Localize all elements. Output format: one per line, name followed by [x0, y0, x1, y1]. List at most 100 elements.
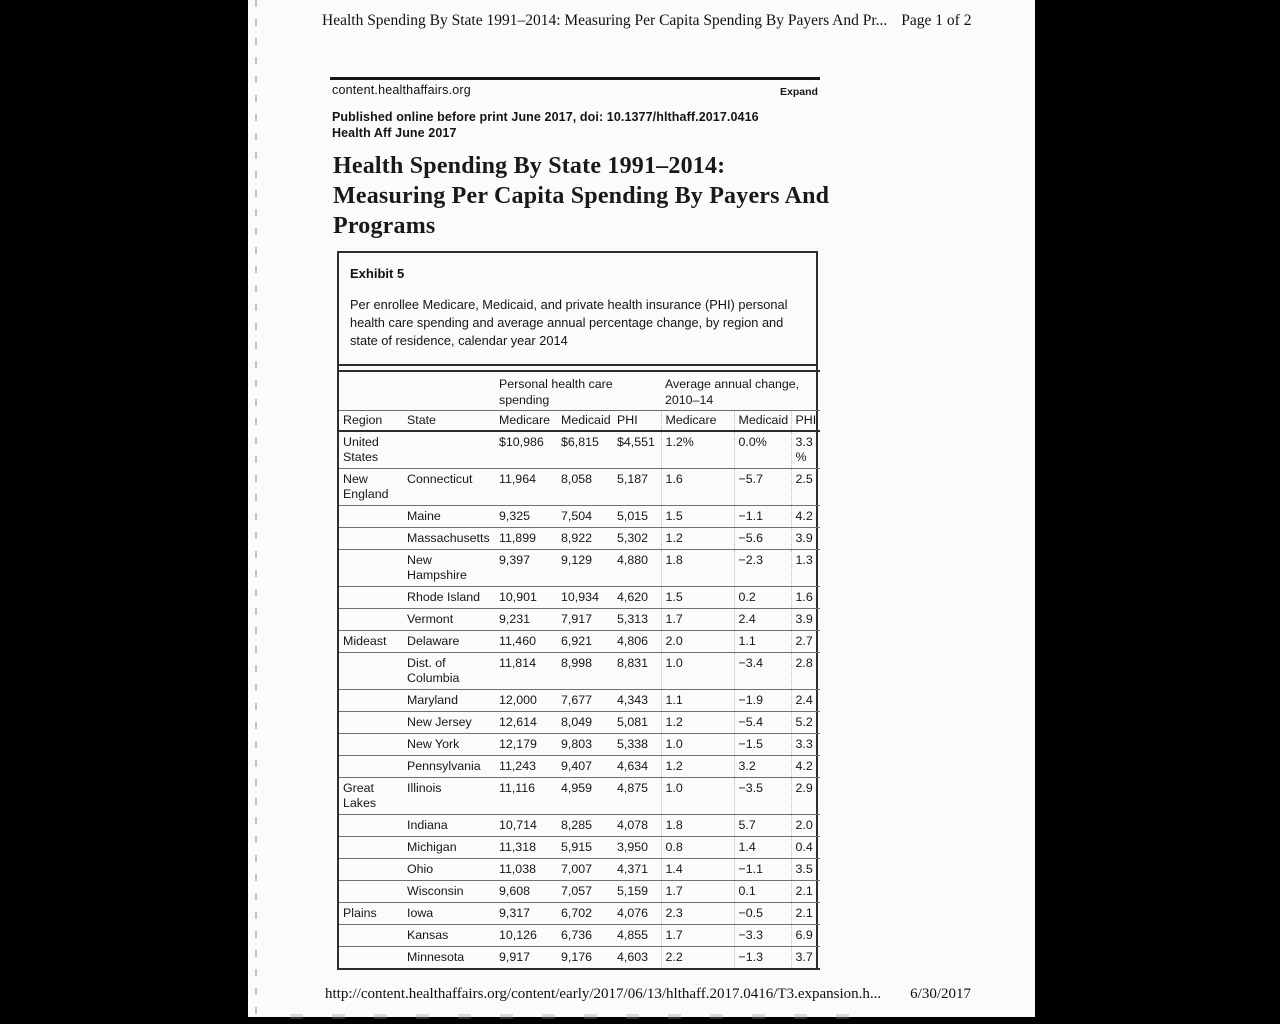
table-row: Great Lakes Illinois 11,116 4,959 4,875 1.0 −3…	[339, 777, 821, 815]
phi-change-cell: 3.9	[790, 527, 821, 550]
phi-change-cell: 2.0	[790, 814, 821, 837]
region-cell	[339, 586, 403, 609]
medicare-spending-cell: 11,899	[495, 527, 557, 550]
phi-spending-cell: $4,551	[613, 431, 661, 469]
exhibit-container: Exhibit 5 Per enrollee Medicare, Medicai…	[337, 251, 821, 970]
phi-change-cell: 2.7	[790, 630, 821, 653]
medicaid-change-cell: −5.7	[733, 468, 791, 506]
phi-change-cell: 1.6	[790, 586, 821, 609]
region-cell: New England	[339, 468, 403, 506]
table-row: New England Connecticut 11,964 8,058 5,187 1.…	[339, 468, 821, 506]
medicaid-change-cell: 2.4	[733, 608, 791, 631]
medicare-change-cell: 1.5	[660, 505, 734, 528]
table-row: Maine 9,325 7,504 5,015 1.5 −1.1 4.2	[339, 505, 821, 528]
medicare-change-cell: 1.8	[660, 814, 734, 837]
medicare-change-cell: 1.7	[660, 608, 734, 631]
medicaid-spending-cell: 9,176	[557, 946, 613, 970]
phi-change-cell: 0.4	[790, 836, 821, 859]
medicaid-spending-cell: 8,049	[557, 711, 613, 734]
state-cell: New Hampshire	[403, 549, 495, 587]
phi-change-cell: 2.5	[790, 468, 821, 506]
region-cell	[339, 755, 403, 778]
medicare-change-cell: 1.1	[660, 689, 734, 712]
medicaid-change-cell: −1.1	[733, 505, 791, 528]
medicare-spending-cell: 9,317	[495, 902, 557, 925]
state-cell: Delaware	[403, 630, 495, 653]
region-cell	[339, 814, 403, 837]
table-row: New York 12,179 9,803 5,338 1.0 −1.5 3.3	[339, 733, 821, 756]
medicare-spending-cell: 11,318	[495, 836, 557, 859]
phi-spending-cell: 4,875	[613, 777, 661, 815]
spending-table: Personal health care spending Average an…	[339, 370, 821, 970]
table-row: Pennsylvania 11,243 9,407 4,634 1.2 3.2 4.2	[339, 755, 821, 778]
state-cell: Ohio	[403, 858, 495, 881]
state-cell: Connecticut	[403, 468, 495, 506]
medicaid-change-cell: 5.7	[733, 814, 791, 837]
medicaid-spending-cell: 8,285	[557, 814, 613, 837]
site-domain-label: content.healthaffairs.org	[332, 83, 471, 97]
medicare-change-cell: 0.8	[660, 836, 734, 859]
state-cell: Illinois	[403, 777, 495, 815]
phi-spending-cell: 5,338	[613, 733, 661, 756]
medicare-change-cell: 1.0	[660, 777, 734, 815]
scanner-artifact-line	[255, 0, 257, 1017]
table-column-header-row: Region State Medicare Medicaid PHI Medic…	[339, 410, 821, 432]
phi-spending-cell: 4,076	[613, 902, 661, 925]
medicare-spending-cell: 11,243	[495, 755, 557, 778]
region-cell	[339, 711, 403, 734]
region-cell	[339, 924, 403, 947]
phi-spending-cell: 5,313	[613, 608, 661, 631]
medicaid-spending-cell: 7,007	[557, 858, 613, 881]
group-header-change: Average annual change, 2010–14	[661, 371, 821, 411]
medicare-change-cell: 2.3	[660, 902, 734, 925]
state-cell: Dist. of Columbia	[403, 652, 495, 690]
state-cell: Minnesota	[403, 946, 495, 970]
medicare-change-cell: 1.2%	[660, 431, 734, 469]
col-header-region: Region	[339, 410, 403, 432]
region-cell	[339, 836, 403, 859]
phi-change-cell: 2.1	[790, 902, 821, 925]
region-cell	[339, 733, 403, 756]
medicare-spending-cell: 10,901	[495, 586, 557, 609]
region-cell: Great Lakes	[339, 777, 403, 815]
phi-change-cell: 2.9	[790, 777, 821, 815]
state-cell: Indiana	[403, 814, 495, 837]
medicare-spending-cell: 12,179	[495, 733, 557, 756]
region-cell	[339, 527, 403, 550]
medicaid-spending-cell: $6,815	[557, 431, 613, 469]
phi-spending-cell: 4,078	[613, 814, 661, 837]
phi-spending-cell: 4,620	[613, 586, 661, 609]
medicaid-spending-cell: 9,129	[557, 549, 613, 587]
state-cell: Kansas	[403, 924, 495, 947]
phi-change-cell: 3.9	[790, 608, 821, 631]
table-group-header-row: Personal health care spending Average an…	[339, 371, 821, 411]
table-row: Indiana 10,714 8,285 4,078 1.8 5.7 2.0	[339, 814, 821, 837]
table-row: Dist. of Columbia 11,814 8,998 8,831 1.0 −3.4…	[339, 652, 821, 690]
phi-spending-cell: 4,603	[613, 946, 661, 970]
header-rule	[330, 77, 820, 80]
table-row: Rhode Island 10,901 10,934 4,620 1.5 0.2 1.6	[339, 586, 821, 609]
phi-change-cell: 3.7	[790, 946, 821, 970]
col-header-medicare-change: Medicare	[660, 410, 734, 432]
phi-change-cell: 3.5	[790, 858, 821, 881]
footer-date: 6/30/2017	[910, 986, 971, 1002]
phi-spending-cell: 5,302	[613, 527, 661, 550]
expand-label: Expand	[780, 86, 818, 98]
medicare-change-cell: 1.2	[660, 711, 734, 734]
medicaid-spending-cell: 7,917	[557, 608, 613, 631]
medicare-change-cell: 1.8	[660, 549, 734, 587]
medicare-spending-cell: 11,814	[495, 652, 557, 690]
medicaid-spending-cell: 4,959	[557, 777, 613, 815]
group-header-spending: Personal health care spending	[495, 371, 661, 411]
medicare-spending-cell: 11,964	[495, 468, 557, 506]
medicaid-spending-cell: 8,922	[557, 527, 613, 550]
exhibit-label: Exhibit 5	[350, 266, 405, 281]
state-cell: Massachusetts	[403, 527, 495, 550]
region-cell	[339, 505, 403, 528]
state-cell: New York	[403, 733, 495, 756]
state-cell: Pennsylvania	[403, 755, 495, 778]
medicare-spending-cell: $10,986	[495, 431, 557, 469]
medicare-change-cell: 1.6	[660, 468, 734, 506]
medicaid-change-cell: 0.2	[733, 586, 791, 609]
print-footer: http://content.healthaffairs.org/content…	[325, 986, 971, 1003]
